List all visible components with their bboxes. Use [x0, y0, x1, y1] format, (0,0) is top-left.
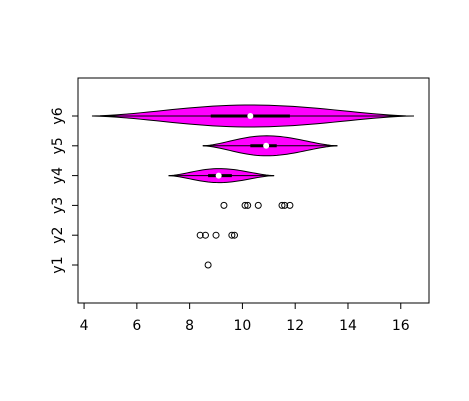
outlier-point [220, 201, 228, 209]
outlier-point [204, 261, 212, 269]
x-tick-label: 12 [286, 318, 304, 334]
y-tick-label: y2 [50, 227, 66, 244]
x-tick-label: 16 [392, 318, 410, 334]
outlier-point [228, 231, 236, 239]
outlier-point [278, 201, 286, 209]
median-dot [247, 113, 254, 119]
x-tick-label: 6 [132, 318, 141, 334]
outlier-point [196, 231, 204, 239]
x-tick-label: 4 [80, 318, 89, 334]
outlier-point [241, 201, 249, 209]
median-dot [263, 142, 270, 149]
outlier-point [254, 201, 262, 209]
outlier-point [201, 231, 209, 239]
median-dot [215, 172, 222, 179]
y-tick-label: y1 [50, 256, 66, 273]
y-tick-label: y3 [50, 197, 66, 214]
x-tick-label: 14 [339, 318, 357, 334]
outlier-point [286, 201, 294, 209]
x-tick-label: 8 [185, 318, 194, 334]
y-tick-label: y6 [50, 107, 66, 124]
outlier-point [281, 201, 289, 209]
x-tick-label: 10 [234, 318, 252, 334]
outlier-point [244, 201, 252, 209]
y-tick-label: y4 [50, 167, 66, 184]
outlier-point [230, 231, 238, 239]
outlier-point [212, 231, 220, 239]
y-tick-label: y5 [50, 137, 66, 154]
